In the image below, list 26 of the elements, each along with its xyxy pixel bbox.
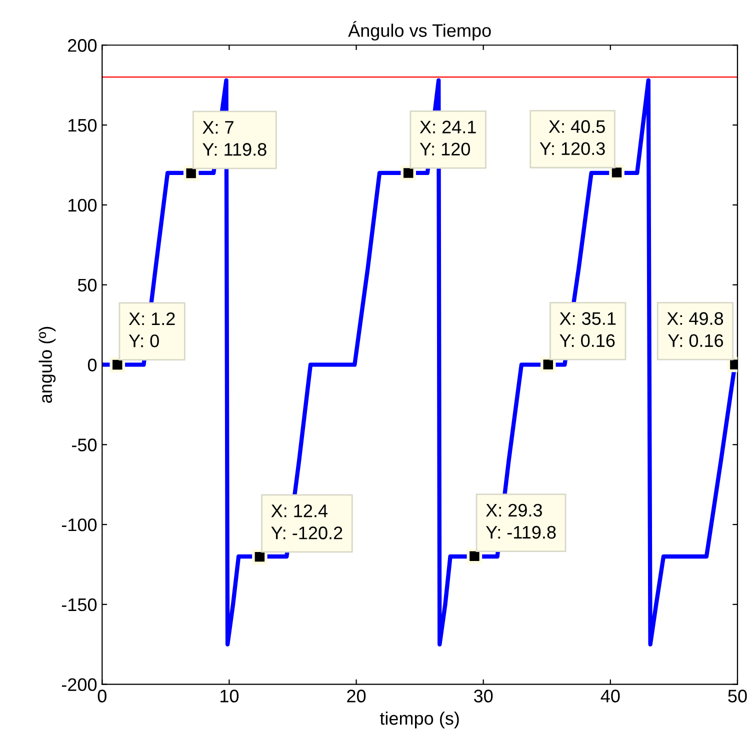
annotation: X: 40.5 Y: 120.3	[540, 120, 605, 156]
y-tick-label: 50	[78, 278, 97, 292]
annotation: X: 7 Y: 119.8	[202, 121, 266, 156]
annotation: X: 29.3 Y: -119.8	[486, 504, 556, 539]
y-tick-label: 200	[68, 39, 97, 52]
y-tick-label: -150	[62, 598, 97, 612]
x-tick-label: 20	[347, 690, 366, 702]
annotation: X: 1.2 Y: 0	[128, 312, 175, 348]
y-tick-label: 150	[68, 118, 97, 132]
y-tick-label: -100	[62, 518, 97, 532]
x-tick-label: 10	[220, 690, 239, 702]
annotation: X: 49.8 Y: 0.16	[667, 312, 724, 348]
y-tick-label: -200	[62, 678, 97, 692]
x-tick-label: 50	[728, 690, 747, 702]
y-tick-label: -50	[72, 438, 97, 452]
annotation: X: 12.4 Y: -120.2	[271, 504, 342, 540]
y-tick-label: 0	[88, 358, 97, 372]
x-tick-label: 40	[600, 690, 620, 702]
y-tick-label: 100	[68, 198, 97, 212]
chart-title: Ángulo vs Tiempo	[348, 21, 491, 41]
annotation: X: 24.1 Y: 120	[420, 120, 476, 156]
annotation: X: 35.1 Y: 0.16	[560, 312, 616, 348]
x-tick-label: 0	[98, 690, 106, 702]
y-axis-title: angulo (º)	[38, 326, 56, 403]
x-tick-label: 30	[474, 690, 493, 702]
x-axis-title: tiempo (s)	[380, 712, 459, 728]
